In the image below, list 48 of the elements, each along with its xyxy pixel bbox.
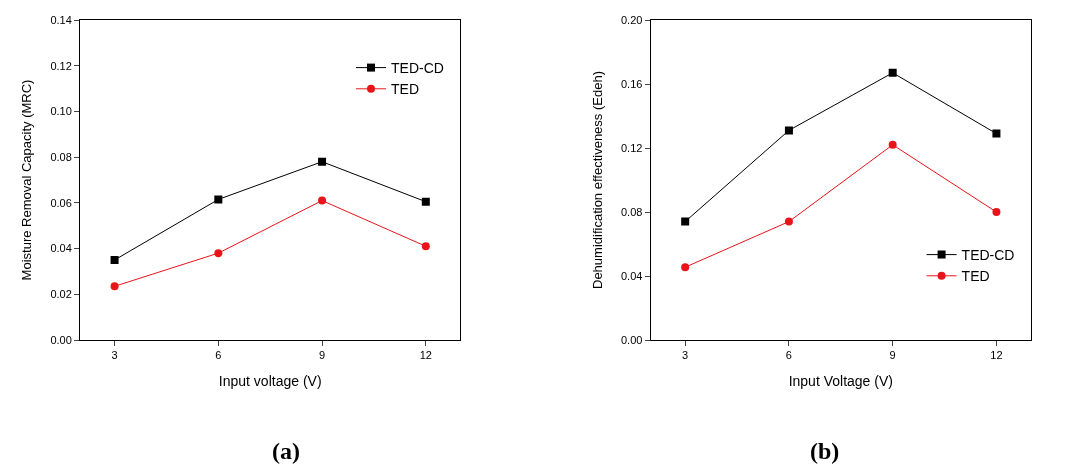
y-tick-label: 0.20 — [620, 13, 643, 26]
y-tick-label: 0.08 — [620, 205, 643, 218]
point — [318, 157, 327, 166]
x-tick-label: 9 — [319, 349, 326, 362]
x-tick-label: 12 — [419, 349, 432, 362]
x-tick-label: 3 — [682, 349, 689, 362]
x-tick-label: 12 — [990, 349, 1003, 362]
x-tick-label: 6 — [215, 349, 222, 362]
x-tick-label: 9 — [889, 349, 896, 362]
x-tick-label: 3 — [111, 349, 118, 362]
x-axis-title: Input voltage (V) — [218, 372, 322, 389]
point — [784, 217, 793, 226]
y-tick-label: 0.00 — [50, 333, 72, 346]
y-tick-label: 0.14 — [50, 13, 72, 26]
point — [992, 208, 1001, 216]
y-tick-label: 0.02 — [50, 288, 72, 301]
y-tick-label: 0.12 — [50, 59, 72, 72]
text: (a) — [272, 438, 300, 464]
point — [992, 129, 1001, 138]
y-tick-label: 0.16 — [620, 77, 643, 90]
y-tick-label: 0.04 — [620, 269, 643, 282]
y-tick-label: 0.08 — [50, 150, 72, 163]
point — [681, 263, 690, 272]
point — [110, 282, 119, 291]
y-tick-label: 0.12 — [620, 141, 643, 154]
point — [888, 140, 897, 149]
point — [784, 126, 793, 135]
point — [318, 196, 327, 205]
point — [421, 197, 430, 206]
legend-label: TED — [961, 268, 990, 285]
y-tick-label: 0.04 — [50, 242, 72, 255]
y-tick-label: 0.10 — [50, 105, 72, 118]
x-axis-title: Input Voltage (V) — [788, 372, 893, 389]
y-tick-label: 0.06 — [50, 196, 72, 209]
point — [421, 242, 430, 251]
legend-label: TED-CD — [390, 60, 444, 77]
point — [888, 68, 897, 77]
legend-label: TED — [390, 81, 419, 98]
legend-label: TED-CD — [961, 247, 1015, 264]
point — [214, 249, 223, 258]
text: (b) — [810, 438, 840, 464]
x-tick-label: 6 — [785, 349, 792, 362]
point — [110, 256, 119, 264]
y-axis-title: Moisture Removal Capacity (MRC) — [19, 79, 35, 281]
point — [214, 195, 223, 204]
point — [681, 217, 690, 226]
y-axis-title: Dehumidification effectiveness (Edeh) — [589, 71, 605, 289]
y-tick-label: 0.00 — [620, 333, 643, 346]
